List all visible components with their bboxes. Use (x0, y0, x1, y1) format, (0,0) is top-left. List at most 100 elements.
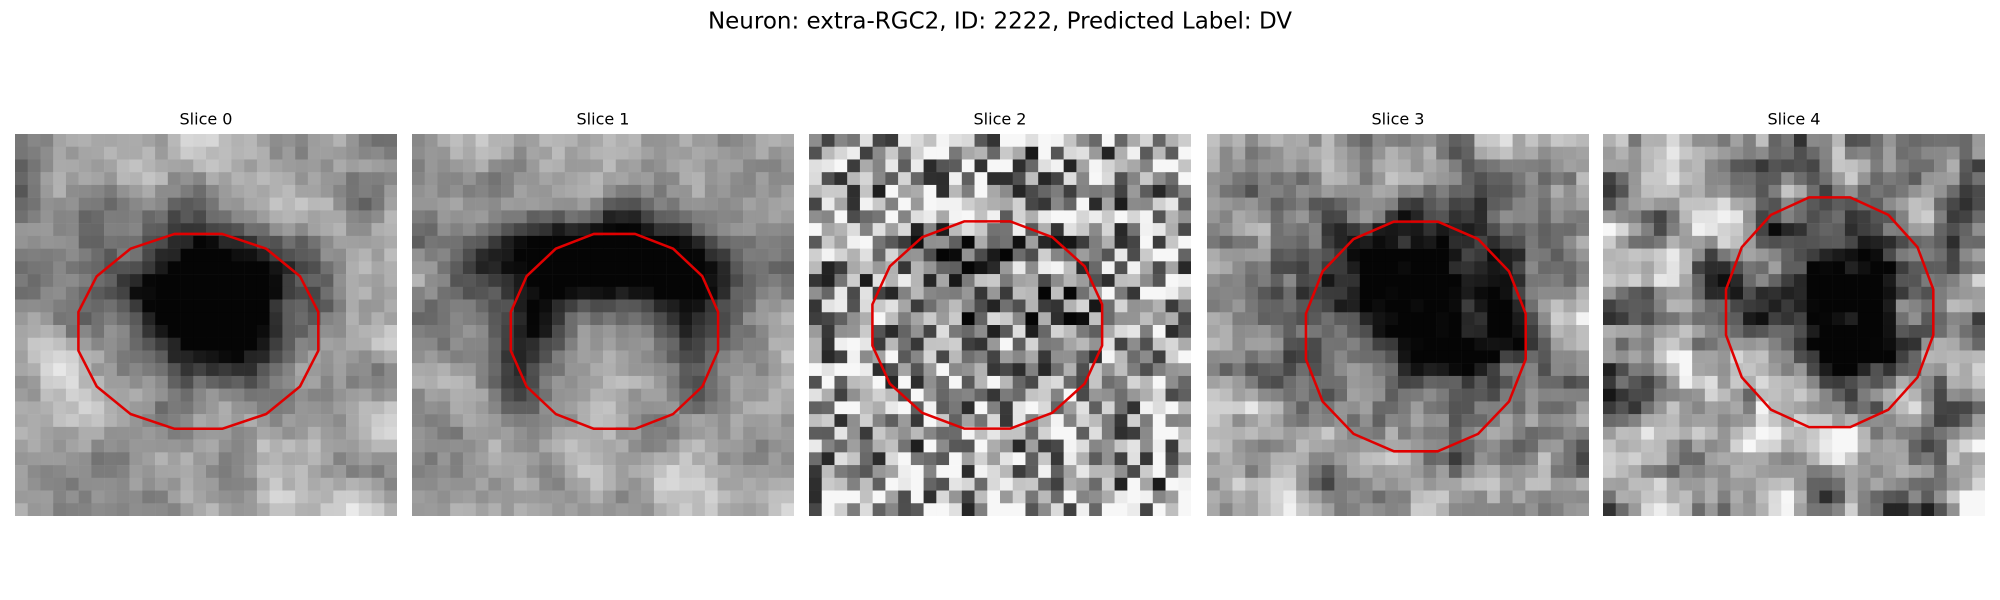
pixel (1270, 401, 1284, 415)
pixel (27, 452, 41, 466)
pixel (1257, 312, 1271, 326)
pixel (1321, 337, 1335, 351)
pixel (704, 146, 718, 160)
pixel (1755, 184, 1769, 198)
pixel (1806, 184, 1820, 198)
pixel (1334, 350, 1348, 364)
pixel (1025, 146, 1039, 160)
pixel (1461, 299, 1475, 313)
pixel (231, 439, 245, 453)
pixel (1603, 197, 1616, 211)
pixel (1934, 134, 1948, 147)
pixel (1270, 261, 1284, 275)
pixel (1550, 325, 1564, 338)
pixel (27, 134, 41, 147)
pixel (679, 452, 693, 466)
pixel (437, 184, 451, 198)
pixel (1165, 375, 1179, 389)
pixel (859, 503, 873, 516)
pixel (552, 337, 566, 351)
pixel (193, 261, 207, 275)
pixel (437, 388, 451, 402)
pixel (717, 477, 731, 491)
pixel (1563, 439, 1577, 453)
pixel (1270, 223, 1284, 237)
pixel (104, 223, 118, 237)
pixel (1972, 146, 1985, 160)
pixel (371, 146, 385, 160)
pixel (1334, 172, 1348, 186)
pixel (564, 401, 578, 415)
pixel (1089, 375, 1103, 389)
pixel (231, 325, 245, 338)
pixel (307, 184, 321, 198)
pixel (1538, 248, 1552, 262)
pixel (987, 401, 1001, 415)
pixel (1165, 401, 1179, 415)
pixel (847, 337, 861, 351)
pixel (104, 197, 118, 211)
pixel (307, 235, 321, 249)
pixel (1089, 426, 1103, 440)
pixel (155, 337, 169, 351)
pixel (1832, 375, 1846, 389)
pixel (949, 503, 963, 516)
pixel (1666, 261, 1680, 275)
pixel (526, 337, 540, 351)
pixel (1474, 465, 1488, 479)
pixel (1114, 146, 1128, 160)
pixel (1692, 401, 1706, 415)
pixel (462, 286, 476, 300)
pixel (1207, 337, 1220, 351)
image-panel (412, 134, 794, 516)
pixel (1448, 325, 1462, 338)
pixel (1436, 401, 1450, 415)
pixel (488, 312, 502, 326)
pixel (1972, 274, 1985, 288)
pixel (1165, 286, 1179, 300)
pixel (1308, 490, 1322, 504)
pixel (1461, 146, 1475, 160)
pixel (1410, 312, 1424, 326)
pixel (1653, 261, 1667, 275)
pixel (730, 299, 744, 313)
pixel (40, 210, 54, 224)
pixel (615, 477, 629, 491)
pixel (1000, 172, 1013, 186)
pixel (1959, 210, 1973, 224)
pixel (1076, 325, 1090, 338)
pixel (1232, 248, 1246, 262)
pixel (1308, 350, 1322, 364)
pixel (424, 375, 438, 389)
pixel (15, 363, 28, 377)
pixel (91, 477, 105, 491)
pixel (1359, 146, 1373, 160)
pixel (346, 375, 360, 389)
pixel (412, 184, 425, 198)
pixel (1127, 465, 1141, 479)
pixel (949, 439, 963, 453)
pixel (1908, 134, 1922, 147)
pixel (206, 274, 219, 288)
pixel (821, 414, 835, 428)
pixel (1755, 248, 1769, 262)
pixel (295, 363, 309, 377)
pixel (1232, 184, 1246, 198)
pixel (821, 312, 835, 326)
pixel (910, 261, 924, 275)
pixel (1207, 465, 1220, 479)
pixel (65, 375, 79, 389)
pixel (539, 286, 553, 300)
pixel (1908, 490, 1922, 504)
pixel (692, 299, 706, 313)
pixel (755, 363, 769, 377)
pixel (1101, 197, 1115, 211)
pixel (1615, 388, 1629, 402)
pixel (1283, 261, 1297, 275)
pixel (1114, 350, 1128, 364)
pixel (1372, 146, 1386, 160)
pixel (628, 210, 642, 224)
pixel (1525, 172, 1539, 186)
pixel (1666, 490, 1680, 504)
pixel (231, 159, 245, 173)
